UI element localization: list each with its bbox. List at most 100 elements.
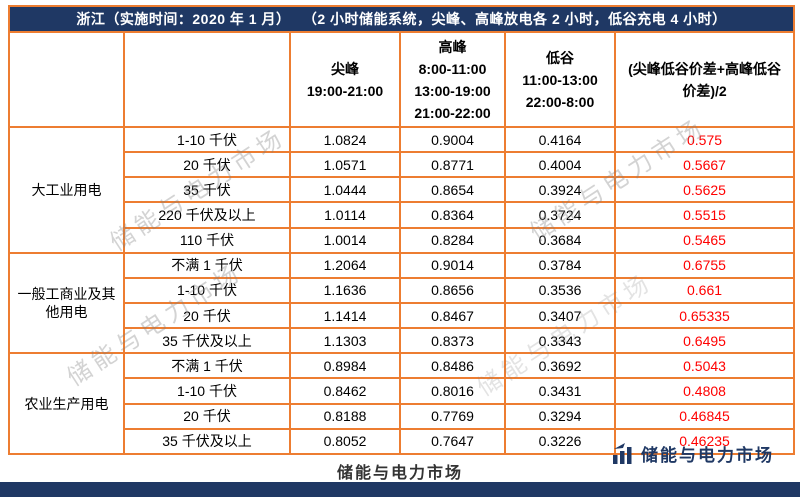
diff-price-cell: 0.6755	[613, 251, 796, 279]
table-row: 20 千伏 1.1414 0.8467 0.3407 0.65335	[9, 301, 796, 330]
valley-price-cell: 0.3431	[504, 377, 616, 405]
header-valley-title: 低谷	[546, 49, 574, 66]
voltage-cell: 20 千伏	[123, 301, 291, 330]
peak-price-cell: 1.0114	[289, 201, 401, 229]
brand-logo: 储能与电力市场	[612, 441, 774, 466]
peak-price-cell: 1.0571	[289, 151, 401, 179]
voltage-cell: 不满 1 千伏	[123, 251, 291, 279]
title-region: 浙江（实施时间：2020 年 1 月）	[76, 11, 291, 27]
diff-price-cell: 0.46235	[613, 427, 796, 456]
brand-logo-text: 储能与电力市场	[641, 446, 774, 465]
table-row: 农业生产用电 不满 1 千伏 0.8984 0.8486 0.3692 0.5043	[8, 352, 796, 455]
voltage-cell: 110 千伏	[123, 226, 291, 254]
peak-price-cell: 0.8188	[289, 402, 401, 430]
peak-price-cell: 0.8984	[289, 352, 401, 380]
high-price-cell: 0.8654	[399, 176, 506, 204]
column-header-row: 尖峰 19:00-21:00 高峰 8:00-11:00 13:00-19:00…	[8, 31, 796, 128]
diff-price-cell: 0.5625	[613, 176, 796, 204]
table-row: 35 千伏 1.0444 0.8654 0.3924 0.5625	[9, 176, 796, 204]
header-high-time-3: 21:00-22:00	[414, 104, 491, 121]
high-price-cell: 0.7769	[399, 402, 506, 430]
voltage-cell: 不满 1 千伏	[123, 352, 291, 380]
high-price-cell: 0.7647	[399, 427, 506, 456]
valley-price-cell: 0.3784	[504, 251, 616, 279]
title-bar: 浙江（实施时间：2020 年 1 月） （2 小时储能系统，尖峰、高峰放电各 2…	[7, 5, 796, 33]
header-voltage-blank	[123, 31, 291, 128]
title-note: （2 小时储能系统，尖峰、高峰放电各 2 小时，低谷充电 4 小时）	[302, 11, 727, 27]
header-peak: 尖峰 19:00-21:00	[289, 31, 401, 128]
category-cell: 大工业用电	[8, 126, 125, 254]
table-row: 一般工商业及其他用电 不满 1 千伏 1.2064 0.9014 0.3784 0.675…	[8, 251, 796, 355]
table-row: 35 千伏及以上 0.8052 0.7647 0.3226 0.46235	[9, 427, 796, 456]
header-peak-time: 19:00-21:00	[306, 82, 384, 99]
title-row: 浙江（实施时间：2020 年 1 月） （2 小时储能系统，尖峰、高峰放电各 2…	[7, 5, 796, 33]
price-table: 浙江（实施时间：2020 年 1 月） （2 小时储能系统，尖峰、高峰放电各 2…	[7, 5, 796, 456]
header-high-time-1: 8:00-11:00	[418, 60, 487, 77]
voltage-cell: 220 千伏及以上	[123, 201, 291, 229]
valley-price-cell: 0.4164	[504, 125, 616, 154]
voltage-cell: 20 千伏	[123, 402, 291, 430]
valley-price-cell: 0.3924	[504, 176, 616, 204]
peak-price-cell: 1.1414	[289, 301, 401, 330]
high-price-cell: 0.9004	[399, 125, 506, 154]
bar-chart-icon	[612, 442, 635, 465]
valley-price-cell: 0.3407	[504, 301, 616, 330]
voltage-cell: 35 千伏及以上	[123, 427, 291, 456]
table-row: 220 千伏及以上 1.0114 0.8364 0.3724 0.5515	[9, 201, 796, 229]
valley-price-cell: 0.3684	[504, 226, 616, 254]
high-price-cell: 0.8486	[399, 352, 506, 380]
peak-price-cell: 1.1636	[289, 276, 401, 304]
table-row: 110 千伏 1.0014 0.8284 0.3684 0.5465	[9, 226, 796, 254]
valley-price-cell: 0.3724	[504, 201, 616, 229]
peak-price-cell: 1.0824	[289, 125, 401, 154]
high-price-cell: 0.8467	[399, 301, 506, 330]
diff-price-cell: 0.5667	[613, 151, 796, 179]
table-body: 大工业用电 1-10 千伏 1.0824 0.9004 0.4164 0.575 20 千伏…	[8, 125, 796, 456]
header-valley-time-1: 11:00-13:00	[522, 71, 598, 88]
peak-price-cell: 1.1303	[289, 327, 401, 355]
footer-caption: 储能与电力市场	[336, 465, 463, 482]
voltage-cell: 35 千伏及以上	[123, 327, 291, 355]
high-price-cell: 0.9014	[399, 251, 506, 279]
valley-price-cell: 0.3226	[504, 427, 616, 456]
table-row: 35 千伏及以上 1.1303 0.8373 0.3343 0.6495	[9, 327, 796, 355]
high-price-cell: 0.8284	[399, 226, 506, 254]
high-price-cell: 0.8373	[399, 327, 506, 355]
header-high: 高峰 8:00-11:00 13:00-19:00 21:00-22:00	[399, 31, 506, 128]
header-diff: (尖峰低谷价差+高峰低谷价差)/2	[613, 31, 796, 128]
table-row: 1-10 千伏 0.8462 0.8016 0.3431 0.4808	[9, 377, 796, 405]
diff-price-cell: 0.5465	[613, 226, 796, 254]
diff-price-cell: 0.5515	[613, 201, 796, 229]
high-price-cell: 0.8016	[399, 377, 506, 405]
valley-price-cell: 0.3343	[504, 327, 616, 355]
header-category-blank	[8, 31, 125, 128]
high-price-cell: 0.8364	[399, 201, 506, 229]
peak-price-cell: 1.2064	[289, 251, 401, 279]
header-peak-title: 尖峰	[331, 60, 359, 77]
voltage-cell: 1-10 千伏	[123, 377, 291, 405]
header-diff-title: (尖峰低谷价差+高峰低谷价差)/2	[628, 60, 781, 99]
peak-price-cell: 0.8052	[289, 427, 401, 456]
table-row: 大工业用电 1-10 千伏 1.0824 0.9004 0.4164 0.575	[8, 125, 796, 254]
voltage-cell: 35 千伏	[123, 176, 291, 204]
voltage-cell: 1-10 千伏	[123, 276, 291, 304]
valley-price-cell: 0.4004	[504, 151, 616, 179]
table-row: 20 千伏 1.0571 0.8771 0.4004 0.5667	[9, 151, 796, 179]
diff-price-cell: 0.6495	[613, 327, 796, 355]
peak-price-cell: 0.8462	[289, 377, 401, 405]
diff-price-cell: 0.5043	[613, 352, 796, 380]
diff-price-cell: 0.4808	[613, 377, 796, 405]
diff-price-cell: 0.661	[613, 276, 796, 304]
table-row: 20 千伏 0.8188 0.7769 0.3294 0.46845	[9, 402, 796, 430]
valley-price-cell: 0.3692	[504, 352, 616, 380]
voltage-cell: 20 千伏	[123, 151, 291, 179]
header-valley: 低谷 11:00-13:00 22:00-8:00	[504, 31, 616, 128]
header-valley-time-2: 22:00-8:00	[525, 93, 595, 110]
diff-price-cell: 0.65335	[613, 301, 796, 330]
header-high-time-2: 13:00-19:00	[414, 82, 491, 99]
footer-bar	[0, 482, 800, 497]
valley-price-cell: 0.3294	[504, 402, 616, 430]
voltage-cell: 1-10 千伏	[123, 125, 291, 154]
category-cell: 一般工商业及其他用电	[8, 251, 125, 355]
